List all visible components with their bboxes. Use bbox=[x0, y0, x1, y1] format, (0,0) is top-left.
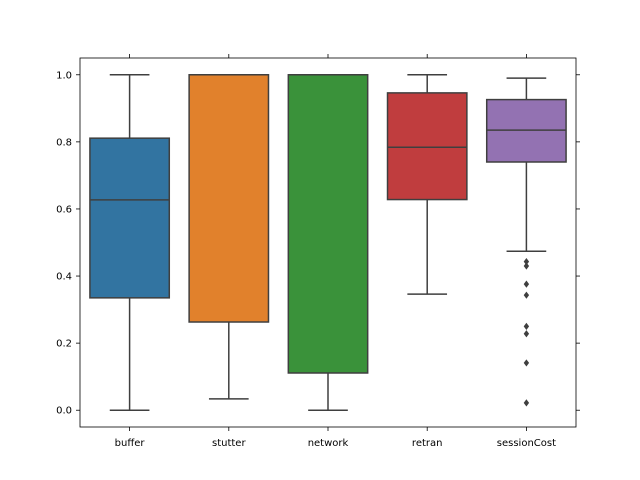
box-retran bbox=[386, 74, 468, 295]
y-tick-label-5: 1.0 bbox=[56, 70, 72, 81]
y-tick-label-4: 0.8 bbox=[56, 137, 72, 148]
box-network bbox=[287, 74, 369, 411]
outlier-point-sessionCost-0 bbox=[523, 258, 530, 266]
outlier-point-sessionCost-1 bbox=[523, 262, 530, 270]
y-tick-label-0: 0.0 bbox=[56, 406, 72, 417]
x-tick-label-buffer: buffer bbox=[115, 438, 146, 449]
box-sessionCost bbox=[485, 77, 567, 407]
boxes-layer bbox=[89, 74, 567, 411]
box-buffer bbox=[89, 74, 171, 411]
y-tick-label-2: 0.4 bbox=[56, 272, 72, 283]
outlier-point-sessionCost-7 bbox=[523, 399, 530, 407]
x-tick-label-network: network bbox=[308, 438, 349, 449]
box-stutter bbox=[188, 74, 270, 400]
x-tick-label-retran: retran bbox=[412, 438, 443, 449]
x-tick-label-stutter: stutter bbox=[212, 438, 246, 449]
ticks-layer: buffer stutter network retran sessionCost 0.0… bbox=[56, 54, 580, 449]
box-body-retran bbox=[386, 92, 468, 201]
box-body-buffer bbox=[89, 137, 171, 299]
plot-frame bbox=[79, 57, 577, 428]
x-tick-label-sessionCost: sessionCost bbox=[497, 438, 556, 449]
y-tick-label-1: 0.2 bbox=[56, 339, 72, 350]
outlier-point-sessionCost-5 bbox=[523, 330, 530, 338]
outlier-point-sessionCost-2 bbox=[523, 280, 530, 288]
outlier-point-sessionCost-6 bbox=[523, 359, 530, 367]
box-body-network bbox=[287, 74, 369, 374]
y-tick-label-3: 0.6 bbox=[56, 204, 72, 215]
outlier-point-sessionCost-4 bbox=[523, 322, 530, 330]
outlier-point-sessionCost-3 bbox=[523, 291, 530, 299]
box-body-stutter bbox=[188, 74, 270, 323]
